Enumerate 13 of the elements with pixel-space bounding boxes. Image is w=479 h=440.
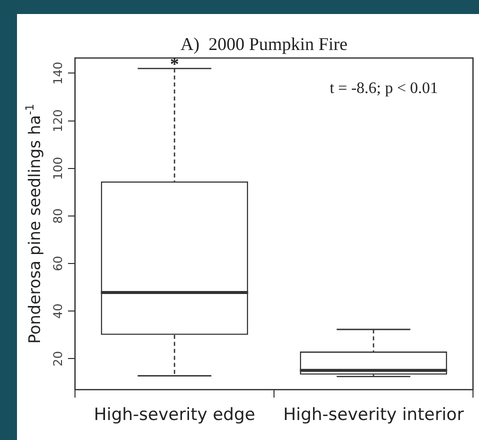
y-tick-label: 140 bbox=[51, 62, 66, 85]
y-tick-label: 40 bbox=[51, 303, 66, 319]
y-axis-title: Ponderosa pine seedlings ha-1 bbox=[24, 104, 44, 344]
x-tick-label: High-severity edge bbox=[94, 405, 256, 426]
y-tick-label: 20 bbox=[51, 351, 66, 366]
x-tick-label: High-severity interior bbox=[283, 405, 464, 426]
annotation: * bbox=[170, 54, 179, 74]
y-tick-label: 60 bbox=[51, 256, 66, 272]
y-tick-label: 120 bbox=[51, 109, 66, 132]
chart-title: A) 2000 Pumpkin Fire bbox=[180, 34, 348, 54]
y-tick-label: 100 bbox=[51, 156, 66, 180]
y-tick-label: 80 bbox=[51, 208, 66, 224]
annotation: t = -8.6; p < 0.01 bbox=[330, 80, 438, 97]
